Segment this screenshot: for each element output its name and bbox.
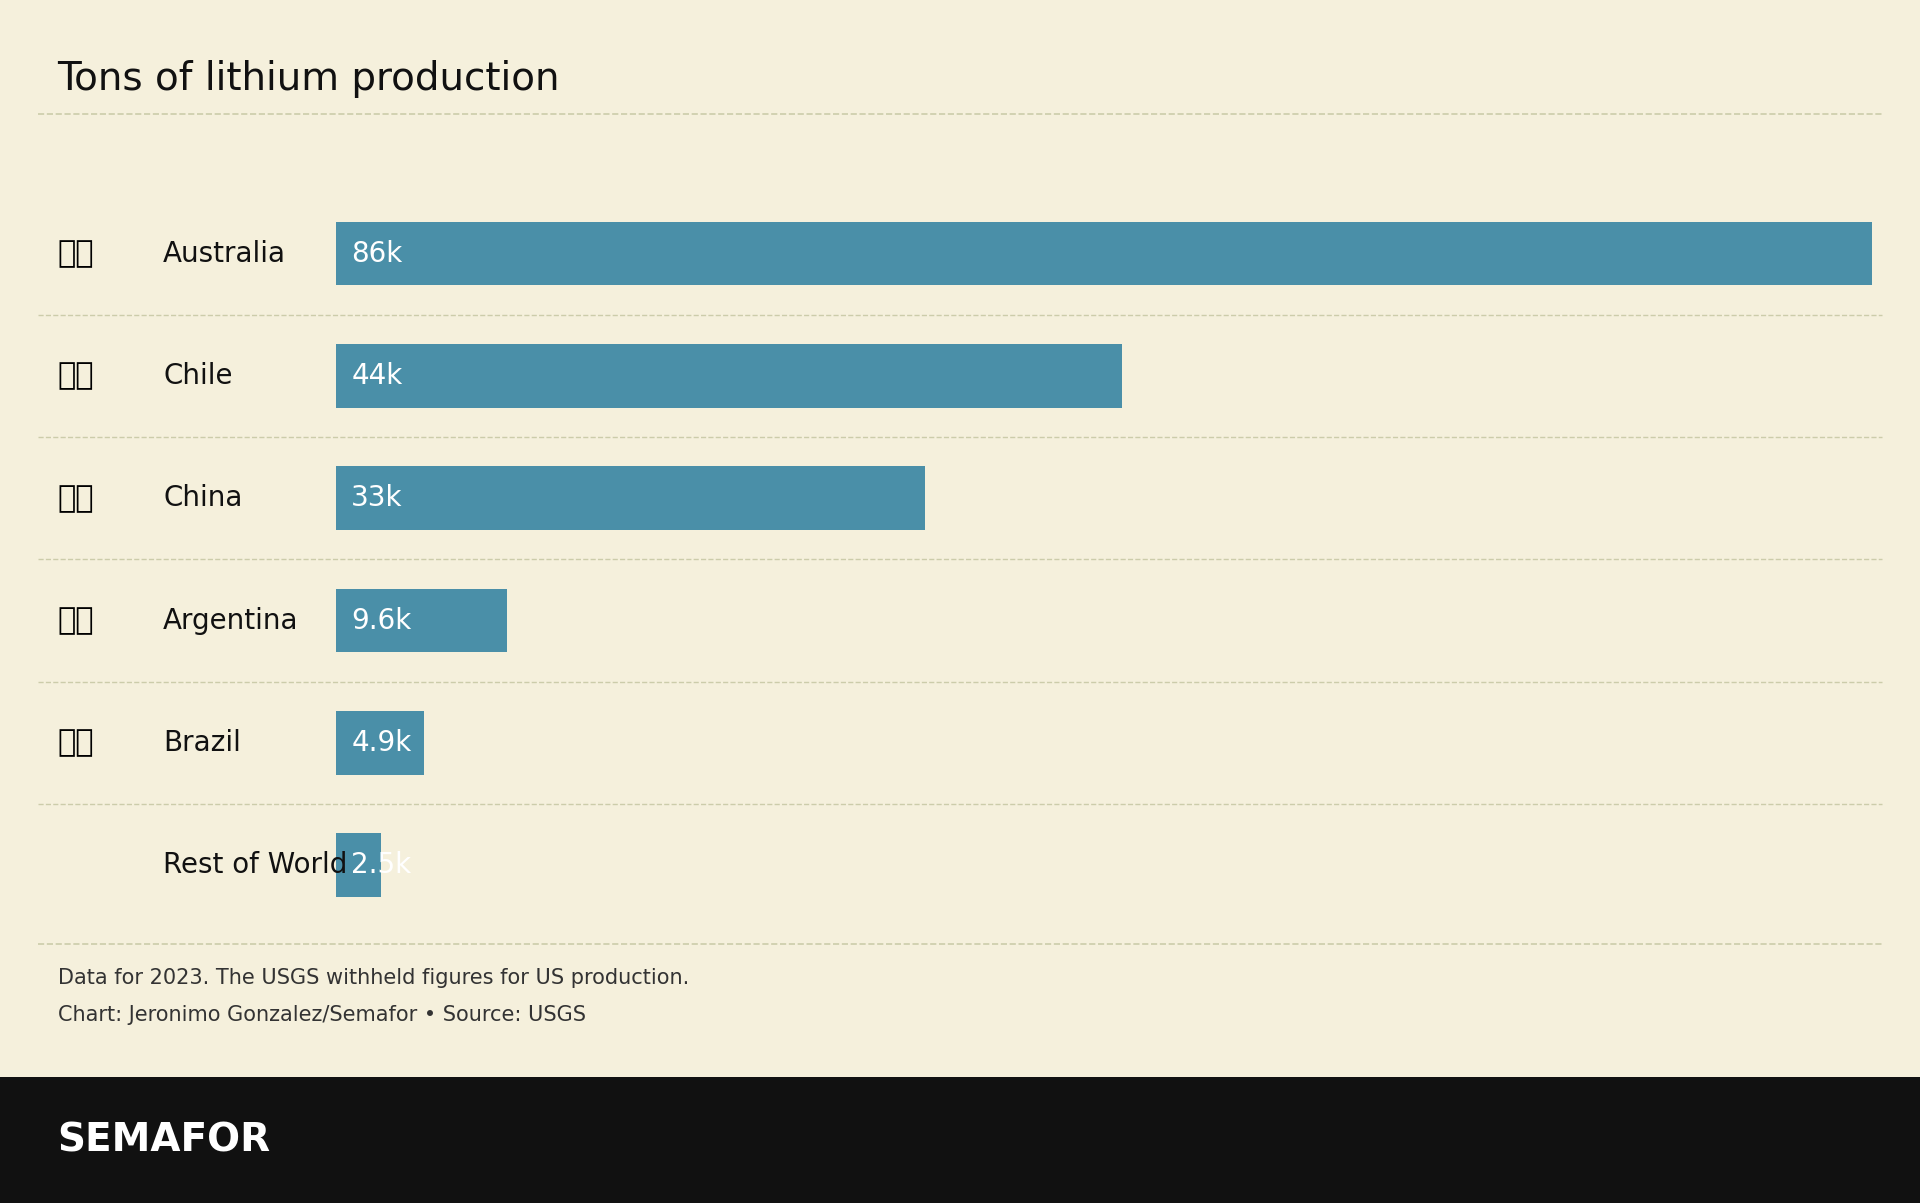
Text: 2.5k: 2.5k	[351, 852, 411, 879]
Text: 44k: 44k	[351, 362, 403, 390]
Text: Chart: Jeronimo Gonzalez/Semafor • Source: USGS: Chart: Jeronimo Gonzalez/Semafor • Sourc…	[58, 1005, 586, 1025]
Text: SEMAFOR: SEMAFOR	[58, 1121, 271, 1160]
Text: 🇨🇳: 🇨🇳	[58, 484, 94, 512]
Text: China: China	[163, 485, 242, 512]
Text: Argentina: Argentina	[163, 606, 300, 634]
Text: Rest of World: Rest of World	[163, 852, 348, 879]
Text: 4.9k: 4.9k	[351, 729, 411, 757]
Text: 33k: 33k	[351, 485, 403, 512]
Text: 9.6k: 9.6k	[351, 606, 411, 634]
Text: 🇨🇱: 🇨🇱	[58, 361, 94, 391]
Text: Brazil: Brazil	[163, 729, 242, 757]
Text: 🇧🇷: 🇧🇷	[58, 728, 94, 758]
Text: Tons of lithium production: Tons of lithium production	[58, 60, 561, 99]
Text: 🇦🇷: 🇦🇷	[58, 606, 94, 635]
Text: 86k: 86k	[351, 239, 403, 267]
Text: Data for 2023. The USGS withheld figures for US production.: Data for 2023. The USGS withheld figures…	[58, 968, 689, 989]
Text: 🇦🇺: 🇦🇺	[58, 239, 94, 268]
Text: Australia: Australia	[163, 239, 286, 267]
Text: Chile: Chile	[163, 362, 232, 390]
